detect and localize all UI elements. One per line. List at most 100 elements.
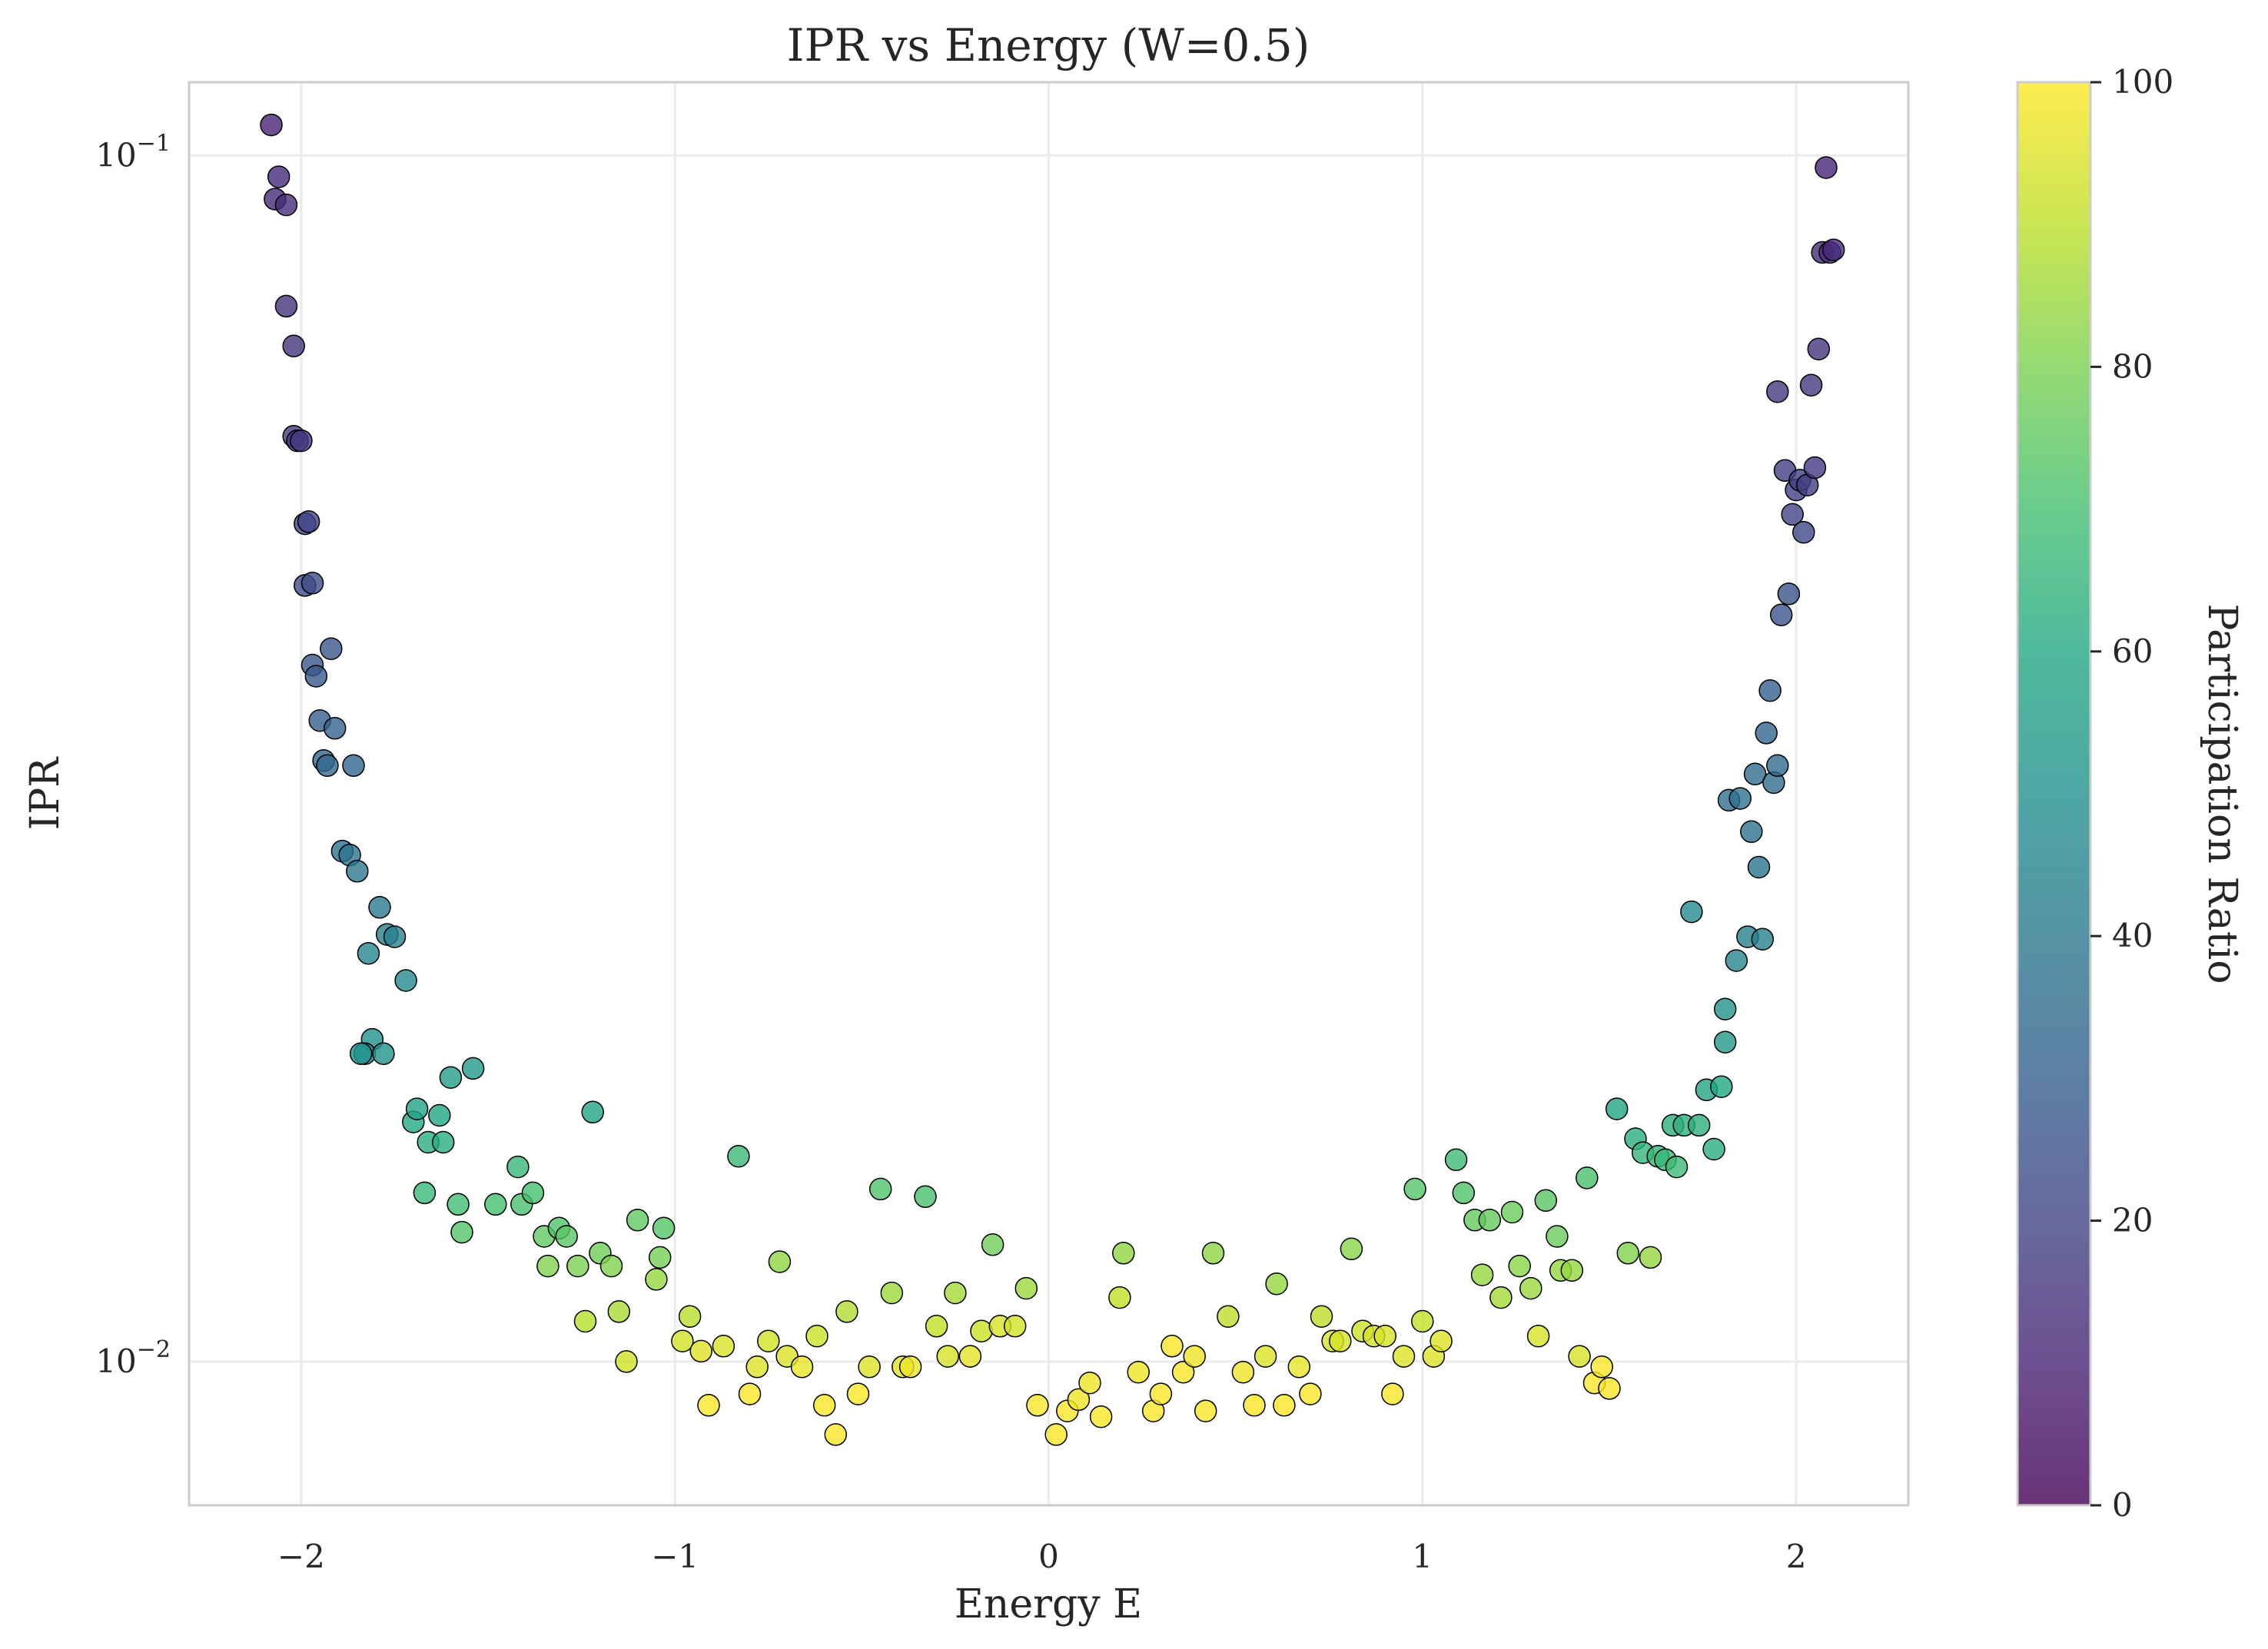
data-point <box>372 1042 395 1065</box>
data-point <box>1713 997 1737 1020</box>
data-point <box>1403 1177 1426 1201</box>
data-point <box>1171 1360 1195 1384</box>
data-point <box>323 717 347 740</box>
data-point <box>1149 1382 1173 1405</box>
data-point <box>1078 1371 1101 1395</box>
data-point <box>914 1185 937 1209</box>
data-point <box>1777 582 1801 606</box>
data-point <box>936 1345 959 1368</box>
data-point <box>981 1233 1004 1256</box>
data-point <box>712 1335 736 1358</box>
chart-title: IPR vs Energy (W=0.5) <box>787 19 1310 71</box>
data-point <box>858 1355 881 1379</box>
data-point <box>757 1329 780 1352</box>
data-point <box>573 1309 597 1333</box>
data-point <box>1766 754 1789 778</box>
data-point <box>970 1319 993 1342</box>
data-point <box>1680 900 1703 924</box>
data-points <box>260 113 1845 1446</box>
data-point <box>1444 1148 1468 1172</box>
data-point <box>1026 1394 1049 1417</box>
data-point <box>738 1382 762 1405</box>
data-point <box>1452 1181 1476 1205</box>
data-point <box>880 1281 904 1305</box>
data-point <box>428 1103 451 1127</box>
data-point <box>1411 1309 1434 1333</box>
data-point <box>599 1254 623 1278</box>
data-point <box>1568 1345 1591 1368</box>
data-point <box>1792 520 1815 544</box>
data-point <box>1161 1335 1184 1358</box>
data-point <box>1605 1097 1629 1120</box>
x-tick-label: −1 <box>651 1538 699 1575</box>
data-point <box>958 1345 982 1368</box>
data-point <box>1781 503 1804 526</box>
data-point <box>484 1193 507 1216</box>
data-point <box>1108 1286 1131 1309</box>
data-point <box>607 1300 631 1323</box>
data-point <box>1127 1360 1150 1384</box>
colorbar-label: Participation Ratio <box>2199 603 2245 984</box>
data-point <box>790 1355 814 1379</box>
colorbar-tick-label: 20 <box>2112 1202 2153 1239</box>
data-point <box>1560 1259 1584 1282</box>
data-point <box>394 969 417 992</box>
x-axis-ticks: −2 −1 0 1 2 <box>277 1538 1807 1575</box>
data-point <box>1089 1405 1113 1428</box>
data-point <box>1273 1394 1296 1417</box>
data-point <box>1381 1382 1404 1405</box>
data-point <box>301 572 324 595</box>
data-point <box>1687 1113 1711 1137</box>
data-point <box>1815 156 1838 179</box>
data-point <box>1217 1305 1240 1328</box>
data-point <box>267 165 291 188</box>
data-point <box>898 1355 922 1379</box>
x-tick-label: 2 <box>1786 1538 1807 1575</box>
data-point <box>383 925 407 948</box>
data-point <box>1807 337 1831 360</box>
data-point <box>1194 1399 1217 1422</box>
data-point <box>1665 1155 1689 1179</box>
data-point <box>727 1144 750 1168</box>
x-tick-label: −2 <box>277 1538 325 1575</box>
data-point <box>521 1181 545 1205</box>
data-point <box>1702 1137 1725 1161</box>
data-point <box>1755 722 1778 745</box>
data-point <box>1526 1324 1550 1348</box>
data-point <box>1067 1388 1091 1412</box>
data-point <box>290 429 313 453</box>
data-point <box>1478 1209 1502 1232</box>
data-point <box>648 1246 672 1269</box>
data-point <box>342 754 365 778</box>
data-point <box>868 1177 892 1201</box>
data-point <box>1758 679 1782 702</box>
colorbar-gradient <box>2017 82 2090 1505</box>
data-point <box>316 754 339 778</box>
data-point <box>1743 762 1767 786</box>
data-point <box>697 1394 720 1417</box>
data-point <box>1616 1242 1640 1265</box>
data-point <box>671 1329 694 1352</box>
data-point <box>346 860 369 883</box>
data-point <box>413 1181 437 1205</box>
data-point <box>555 1225 578 1248</box>
data-point <box>1392 1345 1416 1368</box>
data-point <box>1713 1030 1737 1053</box>
data-point <box>1329 1329 1352 1352</box>
x-axis-label: Energy E <box>955 1581 1142 1627</box>
data-point <box>745 1355 769 1379</box>
data-point <box>1821 238 1845 261</box>
data-point <box>536 1254 560 1278</box>
data-point <box>1489 1286 1513 1309</box>
data-point <box>1803 456 1827 479</box>
data-point <box>260 113 283 137</box>
data-point <box>405 1097 429 1120</box>
data-point <box>1044 1423 1068 1446</box>
data-point <box>566 1254 589 1278</box>
data-point <box>368 896 391 919</box>
data-point <box>1740 820 1763 844</box>
data-point <box>835 1300 858 1323</box>
data-point <box>678 1305 702 1328</box>
data-point <box>349 1042 373 1065</box>
